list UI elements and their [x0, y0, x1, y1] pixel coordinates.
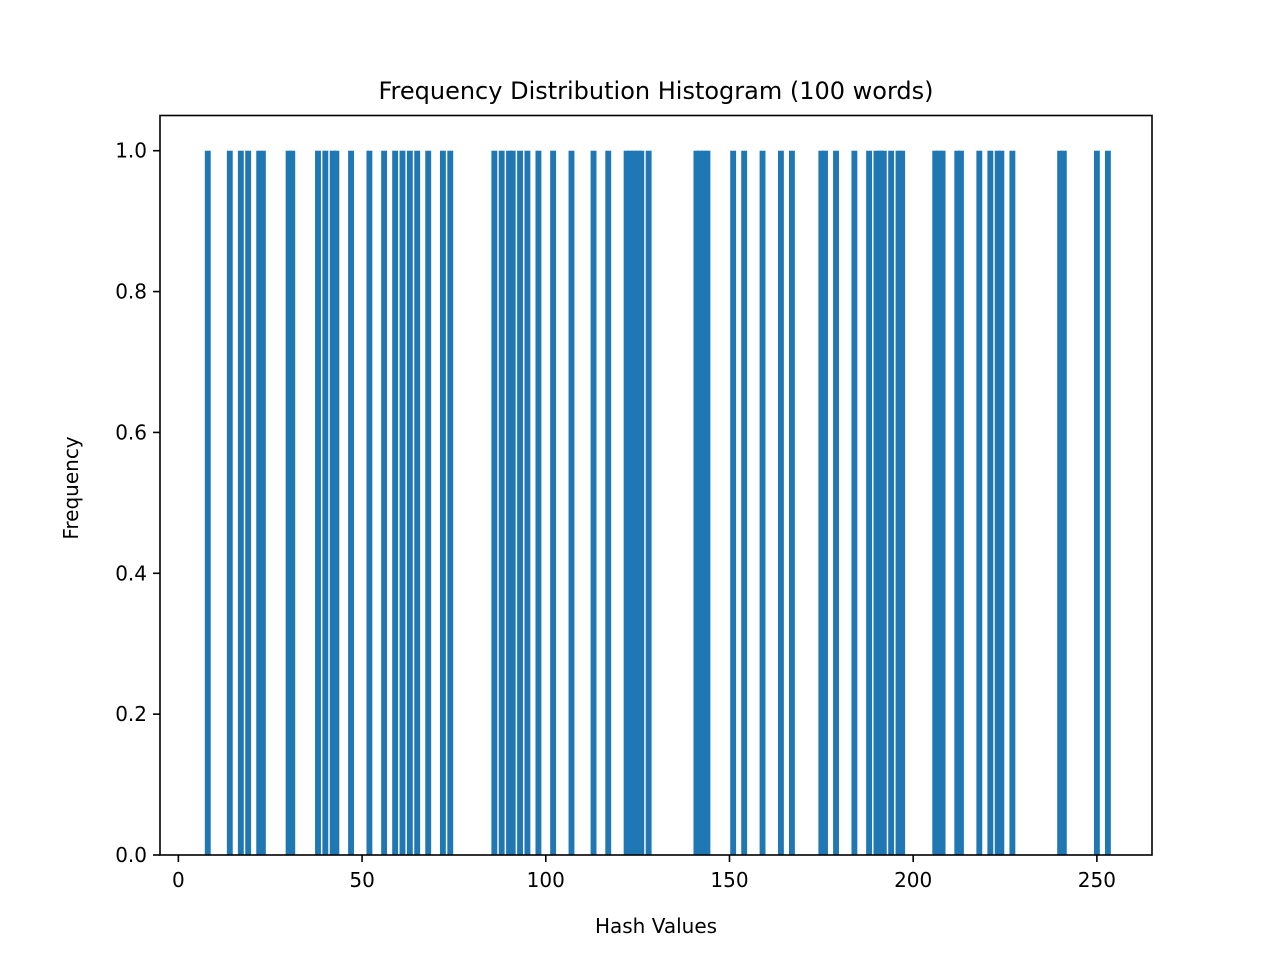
histogram-bar [623, 150, 630, 855]
histogram-bar [590, 150, 597, 855]
histogram-bar [958, 150, 964, 855]
chart-title: Frequency Distribution Histogram (100 wo… [378, 77, 933, 105]
histogram-bar [406, 150, 413, 855]
histogram-bar [524, 150, 531, 855]
histogram-bar [245, 150, 252, 855]
histogram-bar [789, 150, 795, 855]
histogram-bar [818, 150, 825, 855]
y-tick-label: 0.6 [115, 420, 147, 444]
y-axis-label: Frequency [59, 436, 83, 539]
histogram-bar [873, 150, 880, 855]
histogram-bar [491, 150, 498, 855]
histogram-bar [697, 150, 704, 855]
histogram-bar [605, 150, 612, 855]
x-tick-label: 150 [710, 868, 748, 892]
histogram-bar [204, 150, 211, 855]
histogram-bar [741, 150, 748, 855]
histogram-bar [730, 150, 737, 855]
histogram-bar [550, 150, 557, 855]
histogram-bar [381, 150, 388, 855]
histogram-bar [822, 150, 828, 855]
x-tick-label: 200 [894, 868, 932, 892]
histogram-bar [932, 150, 939, 855]
histogram-bar [535, 150, 542, 855]
histogram-bar [627, 150, 634, 855]
histogram-bar [348, 150, 354, 855]
x-axis-ticks: 0 50 100 150 200 250 [172, 855, 1116, 892]
histogram-bar [1104, 150, 1111, 855]
x-axis-label: Hash Values [595, 914, 717, 938]
histogram-bar [1057, 150, 1064, 855]
histogram-bar [987, 150, 994, 855]
histogram-bar [759, 150, 766, 855]
histogram-bar [888, 150, 895, 855]
histogram-bar [315, 150, 321, 855]
histogram-bar [333, 150, 340, 855]
histogram-bar [509, 150, 516, 855]
histogram-bar [645, 150, 652, 855]
histogram-bar [1009, 150, 1016, 855]
bars-group [204, 150, 1111, 855]
plot-frame [159, 114, 1153, 856]
histogram-bar [693, 150, 700, 855]
histogram-bar [880, 150, 887, 855]
histogram-bar [851, 150, 858, 855]
histogram-bar [866, 150, 873, 855]
x-tick-label: 50 [349, 868, 374, 892]
histogram-bar [935, 150, 942, 855]
histogram-bar [322, 150, 329, 855]
histogram-bar [939, 150, 946, 855]
y-tick-label: 0.4 [115, 561, 147, 585]
histogram-bar [704, 150, 711, 855]
histogram-bar [289, 150, 296, 855]
histogram-bar [998, 150, 1005, 855]
histogram-bar [631, 150, 637, 855]
histogram-bar [634, 150, 641, 855]
histogram-bar [259, 150, 266, 855]
x-tick-label: 250 [1078, 868, 1116, 892]
y-tick-label: 0.0 [115, 843, 147, 867]
histogram-bar [439, 150, 446, 855]
y-tick-label: 0.8 [115, 280, 147, 304]
histogram-bar [954, 150, 961, 855]
histogram-bar [517, 150, 523, 855]
histogram-bar [877, 150, 884, 855]
histogram-bar [899, 150, 906, 855]
histogram-bar [976, 150, 983, 855]
histogram-bar [506, 150, 512, 855]
histogram-bar [425, 150, 432, 855]
y-tick-label: 0.2 [115, 702, 147, 726]
y-tick-label: 1.0 [115, 139, 147, 163]
histogram-bar [568, 150, 575, 855]
histogram-bar [329, 150, 336, 855]
histogram-bar [447, 150, 454, 855]
histogram-bar [366, 150, 373, 855]
histogram-bar [994, 150, 1001, 855]
histogram-bar [700, 150, 707, 855]
histogram-bar [237, 150, 244, 855]
histogram-bar [226, 150, 233, 855]
x-tick-label: 0 [172, 868, 185, 892]
histogram-bar [777, 150, 784, 855]
histogram-bar [392, 150, 399, 855]
histogram-bar [833, 150, 839, 855]
histogram-bar [1093, 150, 1100, 855]
histogram-bar [638, 150, 645, 855]
histogram-bar [256, 150, 263, 855]
y-axis-ticks: 0.0 0.2 0.4 0.6 0.8 1.0 [115, 139, 160, 867]
x-tick-label: 100 [527, 868, 565, 892]
histogram-bar [399, 150, 406, 855]
histogram-bar [285, 150, 292, 855]
histogram-bar [1060, 150, 1067, 855]
histogram-bar [895, 150, 902, 855]
histogram-bar [414, 150, 421, 855]
histogram-bar [498, 150, 505, 855]
